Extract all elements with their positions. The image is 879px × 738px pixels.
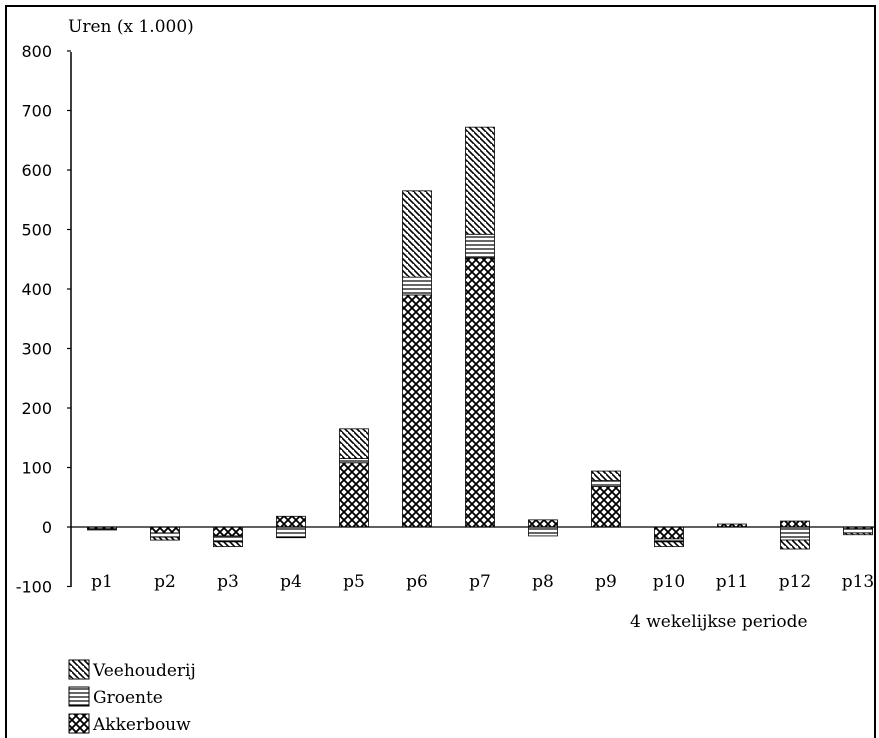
bar-groente-p3 bbox=[213, 535, 243, 543]
bar-groente-p13 bbox=[843, 528, 873, 534]
x-axis-labels: p1 p2 p3 p4 p5 p6 p7 p8 p9 p10 p11 p12 p13 bbox=[91, 572, 874, 592]
x-tick-label: p3 bbox=[217, 572, 239, 592]
bar-veehouderij-p12 bbox=[780, 539, 810, 550]
y-tick-label: 600 bbox=[21, 161, 52, 180]
legend-label-akkerbouw: Akkerbouw bbox=[92, 715, 191, 735]
x-tick-label: p12 bbox=[779, 572, 812, 592]
x-tick-label: p9 bbox=[595, 572, 617, 592]
y-tick-label: 200 bbox=[21, 399, 52, 418]
bar-groente-p10 bbox=[654, 538, 684, 543]
x-tick-label: p1 bbox=[91, 572, 113, 592]
bar-groente-p9 bbox=[591, 480, 621, 487]
x-tick-label: p4 bbox=[280, 572, 302, 592]
bar-veehouderij-p6 bbox=[402, 190, 432, 278]
y-axis-label: Uren (x 1.000) bbox=[68, 17, 194, 37]
x-tick-label: p10 bbox=[653, 572, 686, 592]
y-axis: 800 700 600 500 400 300 200 100 0 -100 bbox=[16, 42, 71, 597]
bar-groente-p7 bbox=[465, 233, 495, 259]
bar-akkerbouw-p7 bbox=[465, 257, 495, 528]
bar-veehouderij-p3 bbox=[213, 541, 243, 548]
bars-group bbox=[87, 126, 873, 550]
bar-groente-p6 bbox=[402, 276, 432, 296]
bar-groente-p12 bbox=[780, 526, 810, 541]
bar-groente-p2 bbox=[150, 532, 180, 538]
x-tick-label: p11 bbox=[716, 572, 749, 592]
bar-akkerbouw-p2 bbox=[150, 526, 180, 534]
bar-groente-p4 bbox=[276, 526, 306, 539]
legend-swatch-veehouderij bbox=[68, 659, 90, 680]
bar-veehouderij-p9 bbox=[591, 470, 621, 481]
y-tick-label: 700 bbox=[21, 102, 52, 121]
y-tick-label: 800 bbox=[21, 42, 52, 61]
bar-akkerbouw-p4 bbox=[276, 515, 306, 528]
bar-veehouderij-p13 bbox=[843, 532, 873, 536]
legend-swatch-groente bbox=[68, 686, 90, 707]
outer-border bbox=[5, 5, 876, 738]
y-tick-label: 100 bbox=[21, 459, 52, 478]
y-tick-label: 300 bbox=[21, 340, 52, 359]
bar-veehouderij-p7 bbox=[465, 126, 495, 235]
bar-akkerbouw-p8 bbox=[528, 519, 558, 528]
bar-akkerbouw-p6 bbox=[402, 294, 432, 528]
x-axis-label: 4 wekelijkse periode bbox=[630, 612, 808, 632]
bar-veehouderij-p5 bbox=[339, 428, 369, 459]
x-tick-label: p13 bbox=[842, 572, 875, 592]
y-tick-label: 0 bbox=[42, 518, 52, 537]
bar-groente-p8 bbox=[528, 526, 558, 537]
x-tick-label: p6 bbox=[406, 572, 428, 592]
bar-akkerbouw-p3 bbox=[213, 526, 243, 537]
bar-groente-p5 bbox=[339, 458, 369, 464]
x-tick-label: p5 bbox=[343, 572, 365, 592]
bar-akkerbouw-p9 bbox=[591, 486, 621, 528]
x-tick-label: p8 bbox=[532, 572, 554, 592]
legend-label-groente: Groente bbox=[93, 688, 163, 708]
y-tick-label: 500 bbox=[21, 221, 52, 240]
legend-label-veehouderij: Veehouderij bbox=[92, 661, 196, 681]
bar-veehouderij-p2 bbox=[150, 536, 180, 541]
legend-swatch-akkerbouw bbox=[68, 713, 90, 734]
bar-groente-p1 bbox=[87, 528, 117, 531]
bar-akkerbouw-p5 bbox=[339, 462, 369, 528]
y-tick-label: -100 bbox=[16, 578, 52, 597]
bar-akkerbouw-p10 bbox=[654, 526, 684, 540]
x-tick-label: p2 bbox=[154, 572, 176, 592]
bar-veehouderij-p10 bbox=[654, 541, 684, 548]
legend: Veehouderij Groente Akkerbouw bbox=[68, 659, 196, 735]
x-tick-label: p7 bbox=[469, 572, 491, 592]
y-tick-label: 400 bbox=[21, 280, 52, 299]
bar-akkerbouw-p12 bbox=[780, 520, 810, 528]
